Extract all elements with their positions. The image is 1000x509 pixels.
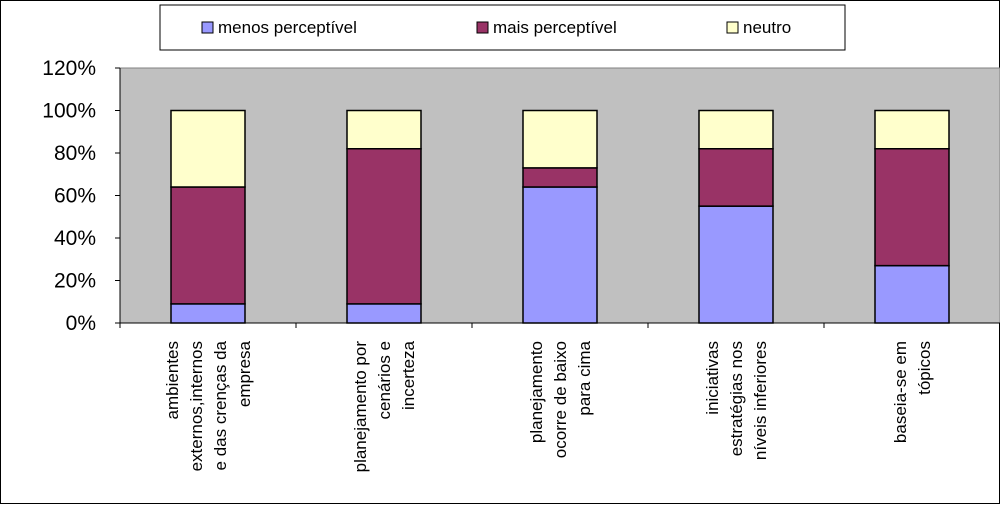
x-category-label-line: estratégias nos [727, 341, 746, 456]
legend-swatch [201, 21, 214, 34]
legend-label: neutro [743, 18, 791, 37]
legend-swatch [476, 21, 489, 34]
legend-label: mais perceptível [493, 18, 617, 37]
x-category-label-line: planejamento [527, 341, 546, 443]
x-category-label: ambientes externos,internos e das crenças … [163, 340, 254, 471]
legend: menos perceptível mais perceptível neutro [159, 4, 846, 51]
x-category-label: planejamento ocorre de baixo para cima [527, 340, 594, 458]
bar-segment-series-2 [346, 148, 422, 305]
x-category-label-line: planejamento por [351, 341, 370, 473]
bar-segment-series-3 [522, 109, 598, 169]
x-category-label-line: e das crenças da [211, 340, 230, 470]
x-category-label-line: iniciativas [703, 341, 722, 415]
legend-swatch [726, 21, 739, 34]
x-category-label-line: incerteza [399, 340, 418, 410]
x-category-label-line: tópicos [915, 341, 934, 395]
bar-segment-series-1 [522, 186, 598, 324]
bar-segment-series-2 [170, 186, 246, 305]
bar-segment-series-2 [522, 167, 598, 188]
bar-segment-series-2 [874, 148, 950, 267]
x-category-label: baseia-se em tópicos [891, 341, 934, 443]
x-category-label: planejamento por cenários e incerteza [351, 340, 418, 472]
bar-segment-series-1 [698, 205, 774, 324]
y-tick-label: 60% [54, 185, 96, 208]
y-axis-ticks: 0% 20% 40% 60% 80% 100% 120% [42, 57, 120, 335]
y-tick-label: 40% [54, 227, 96, 250]
x-category-label-line: externos,internos [187, 341, 206, 471]
y-tick-label: 20% [54, 270, 96, 293]
y-tick-label: 80% [54, 142, 96, 165]
y-tick-label: 100% [42, 100, 96, 123]
x-category-label: iniciativas estratégias nos níveis inferio… [703, 341, 770, 460]
bar-segment-series-3 [698, 109, 774, 150]
x-axis-labels: ambientes externos,internos e das crenças … [163, 340, 934, 472]
bar-segment-series-1 [170, 303, 246, 324]
x-category-label-line: empresa [235, 340, 254, 407]
y-tick-label: 120% [42, 57, 96, 80]
x-category-label-line: baseia-se em [891, 341, 910, 443]
bar-segment-series-3 [170, 109, 246, 188]
x-category-label-line: ambientes [163, 341, 182, 419]
bar-segment-series-1 [346, 303, 422, 324]
bar-segment-series-1 [874, 264, 950, 324]
x-category-label-line: níveis inferiores [751, 341, 770, 460]
bar-segment-series-3 [346, 109, 422, 150]
x-category-label-line: para cima [575, 340, 594, 415]
legend-label: menos perceptível [218, 18, 357, 37]
x-category-label-line: ocorre de baixo [551, 341, 570, 458]
bar-segment-series-3 [874, 109, 950, 150]
bar-segment-series-2 [698, 148, 774, 207]
y-tick-label: 0% [66, 312, 96, 335]
x-category-label-line: cenários e [375, 341, 394, 419]
